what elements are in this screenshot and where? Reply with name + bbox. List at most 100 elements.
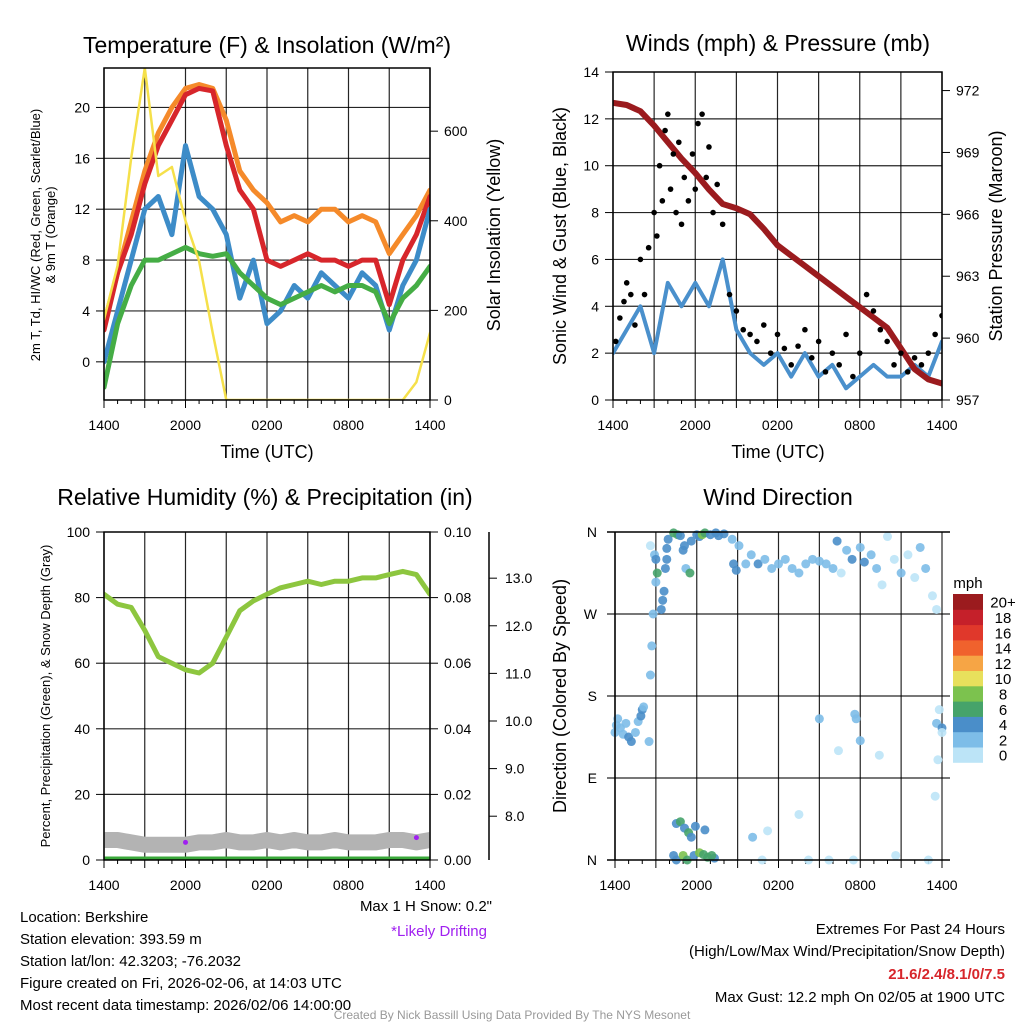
wind-direction-point [645, 670, 655, 680]
gust-point [613, 338, 619, 345]
temperature-xtick-label: 2000 [170, 417, 201, 433]
colorbar-unit: mph [953, 575, 982, 592]
humidity-panel: Relative Humidity (%) & Precipitation (i… [38, 484, 532, 940]
wind-direction-point [855, 542, 865, 552]
gust-point [685, 198, 692, 204]
wind-direction-point [921, 563, 931, 573]
gust-point [714, 181, 720, 188]
wind-direction-point [927, 591, 937, 601]
wind-direction-point [877, 580, 887, 590]
temperature-ylabel-line2: & 9m T (Orange) [43, 186, 58, 283]
gust-point [788, 362, 795, 368]
wind-direction-point [753, 559, 763, 569]
gust-point [781, 345, 788, 352]
wind-direction-point [651, 577, 661, 587]
gust-point [884, 338, 890, 345]
gust-point [699, 111, 705, 117]
gust-point [870, 308, 877, 314]
wind-direction-point [808, 554, 818, 564]
colorbar-swatch [953, 624, 983, 641]
humidity-xtick-label: 2000 [170, 877, 201, 893]
recent-text: Most recent data timestamp: 2026/02/06 1… [20, 997, 351, 1014]
humidity-ylabel: Percent, Precipitation (Green), & Snow D… [38, 545, 53, 848]
wind-direction-point [652, 568, 662, 578]
gust-point [836, 362, 842, 368]
created-text: Figure created on Fri, 2026-02-06, at 14… [20, 975, 342, 992]
colorbar-swatch [953, 747, 983, 763]
wind-direction-point [658, 595, 668, 605]
humidity-ytick-label: 20 [74, 786, 90, 802]
wind-direction-xtick-label: 1400 [926, 877, 957, 893]
wind-direction-point [872, 563, 882, 573]
pressure-ytick-label: 957 [956, 392, 980, 408]
gust-point [856, 350, 863, 356]
winds-ytick-label: 6 [591, 251, 599, 267]
wind-direction-point [774, 559, 783, 569]
colorbar-label: 4 [999, 717, 1007, 734]
wind-speed-line [613, 257, 942, 391]
wind-direction-xtick-label: 1400 [599, 877, 630, 893]
humidity-xtick-label: 1400 [414, 877, 445, 893]
wind-direction-ytick-label: N [587, 524, 597, 540]
gust-point [767, 350, 774, 356]
latlon-text: Station lat/lon: 42.3203; -76.2032 [20, 953, 241, 970]
colorbar-label: 10 [995, 671, 1012, 688]
colorbar-label: 2 [999, 732, 1007, 749]
wind-direction-point [889, 554, 899, 564]
gust-point [904, 369, 911, 375]
colorbar-swatch [953, 655, 983, 671]
wind-direction-point [832, 536, 842, 546]
wind-direction-xtick-label: 2000 [681, 877, 712, 893]
snow-ytick-label: 13.0 [505, 570, 532, 586]
colorbar-swatch [953, 639, 983, 656]
gust-point [754, 338, 760, 345]
winds-ytick-label: 10 [583, 158, 599, 174]
humidity-title: Relative Humidity (%) & Precipitation (i… [57, 484, 472, 510]
winds-ytick-label: 4 [591, 298, 599, 314]
colorbar-swatch [953, 716, 983, 733]
wind-direction-point [859, 557, 869, 567]
gust-point [829, 350, 836, 356]
gust-point [891, 362, 897, 368]
wind-direction-point [685, 568, 695, 578]
gust-point [719, 221, 726, 228]
gust-point [651, 209, 657, 216]
plot-area [104, 568, 430, 860]
temperature-title: Temperature (F) & Insolation (W/m²) [83, 32, 451, 58]
winds-panel: Winds (mph) & Pressure (mb) Time (UTC) S… [550, 30, 1006, 462]
wind-direction-xtick-label: 0200 [763, 877, 794, 893]
location-text: Location: Berkshire [20, 909, 148, 926]
gust-point [850, 373, 856, 380]
winds-ylabel: Sonic Wind & Gust (Blue, Black) [550, 107, 570, 365]
wind-direction-point [780, 554, 790, 564]
humidity-ytick-label: 40 [74, 721, 90, 737]
snow-ytick-label: 9.0 [505, 761, 525, 777]
gust-point [689, 151, 696, 157]
wind-direction-point [731, 565, 741, 575]
precip-ytick-label: 0.06 [444, 655, 471, 671]
gust-point [898, 350, 904, 356]
temperature-xtick-label: 1400 [88, 417, 119, 433]
winds-xtick-label: 1400 [597, 417, 628, 433]
gust-point [843, 331, 849, 338]
humidity-ytick-label: 0 [82, 852, 90, 868]
gust-point [662, 127, 668, 134]
colorbar-label: 12 [995, 656, 1012, 673]
gust-point [822, 369, 829, 375]
winds-title: Winds (mph) & Pressure (mb) [626, 30, 930, 56]
wind-direction-point [801, 559, 811, 569]
colorbar-swatch [953, 731, 983, 748]
wind-direction-point [833, 746, 843, 756]
extremes-info: Extremes For Past 24 Hours (High/Low/Max… [689, 921, 1005, 1006]
gust-point [703, 174, 710, 181]
pressure-line [613, 99, 942, 387]
temperature-ytick-label: 20 [74, 99, 90, 115]
wind-direction-point [828, 563, 838, 573]
gust-point [925, 350, 932, 356]
temperature-ytick-label: 4 [82, 303, 90, 319]
wind-direction-point [746, 550, 756, 560]
relative-humidity-line [104, 568, 430, 676]
winds-ytick-label: 0 [591, 392, 599, 408]
gust-point [617, 315, 623, 321]
colorbar-label: 0 [999, 748, 1007, 765]
